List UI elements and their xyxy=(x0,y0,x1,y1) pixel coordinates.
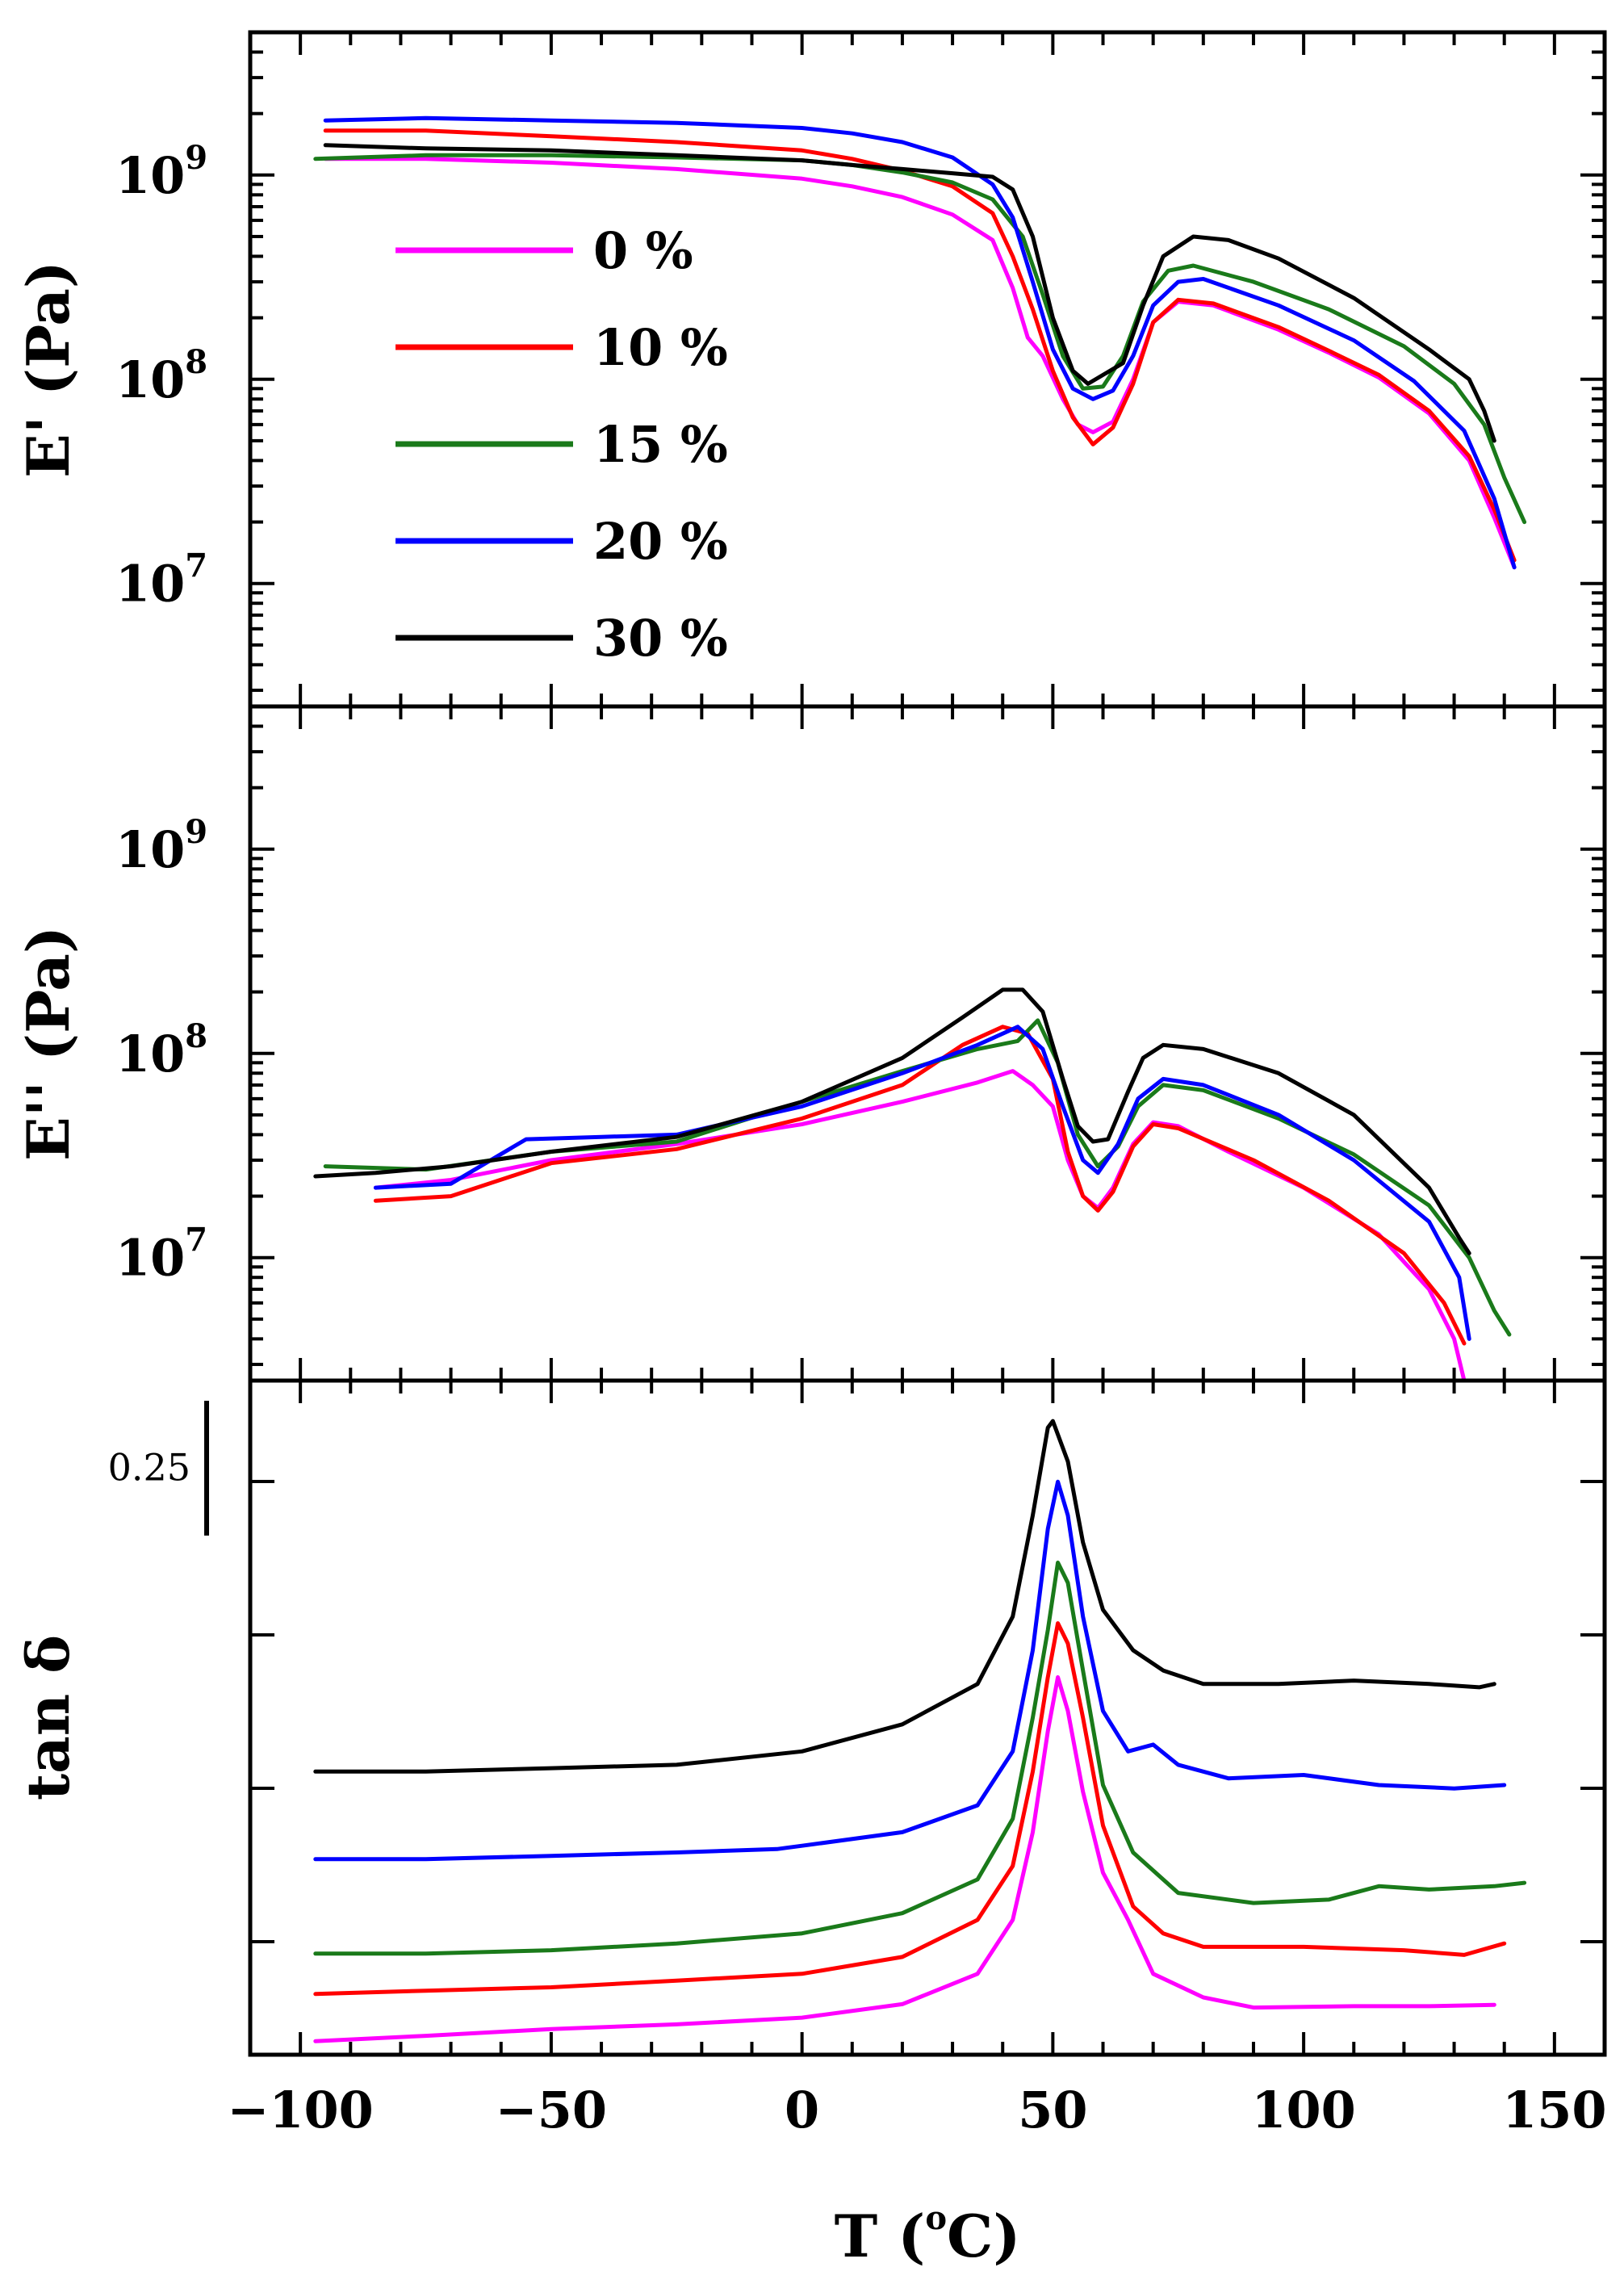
y-tick-label: 107 xyxy=(115,547,207,614)
y-tick-label: 109 xyxy=(115,139,207,205)
x-tick-label: −100 xyxy=(227,2081,373,2139)
loss-modulus-frame xyxy=(248,704,1607,1383)
y-tick-label: 109 xyxy=(115,813,207,879)
legend-label: 20 % xyxy=(593,512,728,571)
storage-modulus-ylabel: E' (Pa) xyxy=(14,261,82,478)
loss-modulus-panel: 107 108 109 E'' (Pa) xyxy=(14,704,1607,1383)
tan-delta-series xyxy=(313,1419,1527,2043)
loss-modulus-line-0pct xyxy=(373,1069,1467,1381)
tan-delta-line-15pct xyxy=(313,1561,1527,1956)
y-tick-label: 108 xyxy=(115,1017,207,1083)
y-tick-label: 107 xyxy=(115,1222,207,1288)
storage-modulus-line-20pct xyxy=(323,115,1517,570)
tan-delta-line-0pct xyxy=(313,1674,1496,2043)
tan-delta-line-20pct xyxy=(313,1479,1507,1862)
x-tick-label: 0 xyxy=(785,2081,819,2139)
x-axis-title: T (oC) xyxy=(835,2199,1021,2270)
x-tick-label: 50 xyxy=(1018,2081,1087,2139)
x-tick-label: 150 xyxy=(1502,2081,1606,2139)
tan-delta-ylabel: tan δ xyxy=(14,1635,82,1800)
legend-label: 15 % xyxy=(593,415,728,474)
tan-delta-line-30pct xyxy=(313,1419,1496,1774)
x-tick-label: −50 xyxy=(496,2081,607,2139)
loss-modulus-line-10pct xyxy=(373,1025,1467,1346)
loss-modulus-series xyxy=(313,987,1512,1381)
y-tick-label: 108 xyxy=(115,343,207,409)
x-tick-label: 100 xyxy=(1251,2081,1355,2139)
storage-modulus-line-0pct xyxy=(323,157,1517,570)
legend-label: 30 % xyxy=(593,609,728,668)
storage-modulus-panel: 107 108 109 E' (Pa) xyxy=(14,30,1607,709)
storage-modulus-line-15pct xyxy=(313,153,1527,525)
legend: 0 % 10 % 15 % 20 % 30 % xyxy=(396,221,728,668)
tan-delta-scale-label: 0.25 xyxy=(108,1446,190,1490)
storage-modulus-line-10pct xyxy=(323,128,1517,563)
legend-label: 0 % xyxy=(593,221,693,280)
legend-label: 10 % xyxy=(593,318,728,377)
storage-modulus-series xyxy=(313,115,1527,570)
tan-delta-line-10pct xyxy=(313,1621,1507,1997)
tan-delta-frame xyxy=(248,1378,1607,2057)
panels: 107 108 109 E' (Pa) 107 108 109 E'' (Pa) 0.25 tan… xyxy=(14,30,1607,2057)
loss-modulus-line-30pct xyxy=(313,987,1471,1255)
loss-modulus-ylabel: E'' (Pa) xyxy=(14,926,82,1161)
x-axis: −100 −50 0 50 100 150 T (oC) xyxy=(227,2081,1606,2270)
storage-modulus-line-30pct xyxy=(323,143,1496,443)
loss-modulus-line-20pct xyxy=(373,1025,1471,1341)
tan-delta-panel: 0.25 tan δ xyxy=(14,1378,1607,2057)
